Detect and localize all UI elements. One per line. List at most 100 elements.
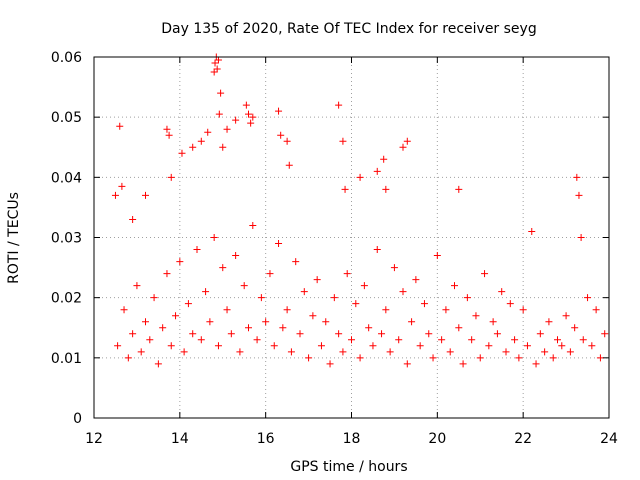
data-point: [455, 185, 463, 193]
data-point: [399, 143, 407, 151]
data-point: [189, 143, 197, 151]
chart-title: Day 135 of 2020, Rate Of TEC Index for r…: [161, 21, 536, 37]
data-point: [545, 318, 553, 326]
data-point: [577, 234, 585, 241]
data-point: [253, 336, 261, 344]
data-point: [213, 65, 221, 73]
data-point: [528, 227, 536, 235]
data-point: [459, 360, 467, 368]
data-point: [292, 258, 300, 266]
data-point: [279, 324, 287, 332]
data-point: [592, 306, 600, 314]
data-point: [114, 342, 122, 350]
data-point: [118, 182, 126, 190]
data-point: [579, 336, 587, 344]
data-point: [116, 122, 124, 130]
data-point: [382, 306, 390, 314]
data-point: [339, 348, 347, 356]
data-point: [571, 324, 579, 332]
data-point: [236, 348, 244, 356]
x-tick-label: 14: [171, 431, 189, 447]
data-point: [416, 342, 424, 350]
data-point: [217, 89, 225, 97]
data-point: [275, 107, 283, 115]
data-point: [197, 137, 205, 145]
data-point: [223, 306, 231, 314]
data-point: [197, 336, 205, 344]
data-point: [232, 252, 240, 260]
data-point: [601, 330, 609, 338]
data-point: [245, 324, 252, 332]
data-point: [485, 342, 493, 350]
data-point: [129, 330, 137, 338]
x-tick-label: 22: [514, 431, 532, 447]
data-point: [129, 215, 137, 223]
data-point: [210, 68, 218, 76]
y-tick-labels: 0 0.01 0.02 0.03 0.04 0.05 0.06: [51, 50, 82, 427]
data-point: [399, 288, 407, 296]
data-point: [502, 348, 510, 356]
data-point: [287, 348, 295, 356]
data-point: [227, 330, 235, 338]
data-point: [596, 354, 604, 362]
data-point: [167, 173, 175, 181]
y-tick-label: 0.02: [51, 291, 82, 307]
data-point: [165, 131, 173, 139]
data-point: [189, 330, 197, 338]
grid-lines: [94, 57, 609, 418]
data-point: [330, 294, 338, 302]
data-point: [296, 330, 304, 338]
data-point: [472, 312, 480, 320]
x-tick-label: 24: [600, 431, 618, 447]
data-point: [348, 336, 355, 344]
data-point: [498, 288, 506, 296]
data-point: [163, 125, 171, 133]
y-tick-label: 0.04: [51, 170, 82, 186]
data-point: [356, 354, 364, 362]
data-point: [283, 137, 291, 145]
data-point: [390, 264, 398, 272]
data-point: [575, 191, 583, 199]
x-tick-label: 16: [257, 431, 275, 447]
data-point: [204, 128, 212, 136]
data-point: [446, 348, 454, 356]
data-point: [154, 360, 162, 368]
data-point: [335, 330, 343, 338]
data-point: [120, 306, 128, 314]
y-tick-label: 0.03: [51, 231, 82, 247]
data-point: [249, 113, 257, 121]
data-point: [554, 336, 561, 344]
data-point: [339, 137, 347, 145]
data-point: [180, 348, 188, 356]
data-point: [257, 294, 265, 302]
data-point: [163, 270, 171, 278]
data-point: [438, 336, 446, 344]
data-point: [566, 348, 574, 356]
data-point: [341, 185, 349, 193]
data-point: [562, 312, 570, 320]
y-tick-label: 0.01: [51, 351, 82, 367]
data-point: [172, 312, 180, 320]
data-point: [549, 354, 557, 362]
data-point: [382, 185, 390, 193]
x-tick-label: 18: [343, 431, 361, 447]
data-point: [202, 288, 210, 296]
data-point: [463, 294, 471, 302]
data-point: [176, 258, 184, 266]
data-point: [519, 306, 527, 314]
data-point: [386, 348, 394, 356]
data-point: [242, 101, 250, 109]
data-point: [214, 56, 222, 64]
data-point: [111, 191, 119, 199]
y-tick-label: 0.05: [51, 110, 82, 126]
data-point: [167, 342, 175, 350]
x-tick-label: 20: [428, 431, 446, 447]
data-point: [558, 342, 566, 350]
data-point: [373, 167, 381, 175]
data-point: [335, 101, 343, 109]
data-point: [285, 161, 293, 169]
data-point: [150, 294, 158, 302]
data-point: [451, 282, 458, 290]
data-point: [232, 116, 240, 124]
